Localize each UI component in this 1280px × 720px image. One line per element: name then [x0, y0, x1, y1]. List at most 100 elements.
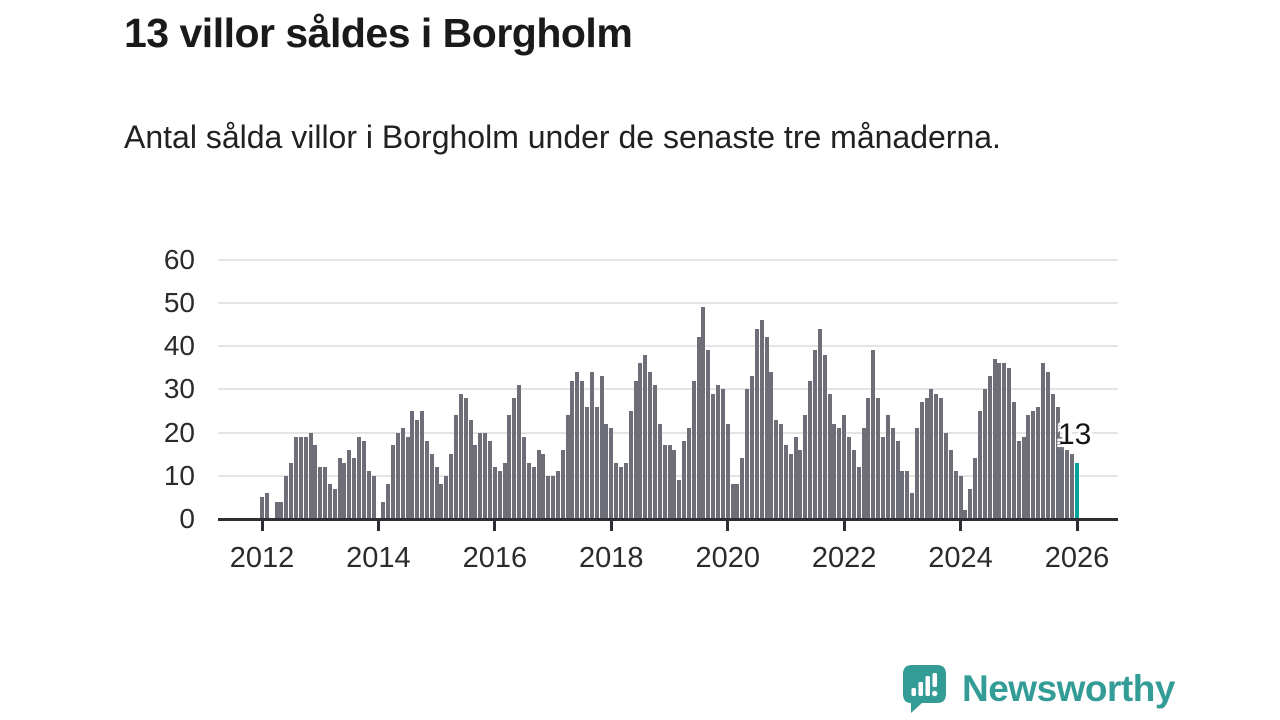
bar [279, 501, 284, 519]
bar [905, 471, 910, 519]
bar [885, 415, 890, 519]
bar [1016, 441, 1021, 519]
bar [531, 467, 536, 519]
bar [410, 410, 415, 519]
bar [813, 350, 818, 519]
bar [720, 389, 725, 519]
bar [1031, 410, 1036, 519]
bar [793, 436, 798, 519]
bar [260, 497, 264, 519]
bar [944, 432, 949, 519]
bar [948, 449, 953, 519]
bar [628, 410, 633, 519]
x-axis-tick [260, 520, 264, 531]
bar [958, 475, 963, 519]
bar [648, 371, 653, 519]
bar [454, 415, 459, 519]
bar [521, 436, 526, 519]
x-axis-line [218, 517, 1118, 521]
gridline-y40 [218, 345, 1118, 347]
bar [478, 432, 483, 519]
y-axis-label: 10 [163, 459, 195, 491]
bar [395, 432, 400, 519]
bar [900, 471, 905, 519]
bar [507, 415, 512, 519]
bar [313, 445, 318, 519]
bar [686, 428, 691, 519]
bar [1050, 393, 1055, 519]
bar [594, 406, 599, 519]
bar [439, 484, 444, 519]
bar [924, 397, 929, 519]
bar [677, 480, 682, 519]
bar [725, 423, 730, 519]
bar [429, 454, 434, 519]
bar [264, 493, 269, 519]
bar [774, 419, 779, 519]
bar [618, 467, 623, 519]
bar [667, 445, 672, 519]
bar [992, 358, 997, 519]
bar [298, 436, 303, 519]
bar [672, 449, 677, 519]
bar [623, 462, 628, 519]
bar [837, 428, 842, 519]
y-axis-label: 50 [163, 286, 195, 318]
bar [609, 428, 614, 519]
gridline-y20 [218, 431, 1118, 434]
bar [895, 441, 900, 519]
x-axis-label: 2026 [1044, 542, 1110, 574]
bar [817, 328, 822, 519]
bar [274, 501, 279, 519]
bar [361, 441, 366, 519]
bar [604, 423, 609, 519]
bar [332, 488, 337, 519]
bar [1011, 402, 1016, 519]
bar [337, 458, 342, 519]
bar [682, 441, 687, 519]
bar [497, 471, 502, 519]
x-axis-label: 2020 [695, 542, 760, 574]
bar [1055, 406, 1060, 519]
chart-subtitle: Antal sålda villor i Borgholm under de s… [124, 119, 1001, 155]
bar-highlighted [1075, 462, 1079, 519]
x-axis-tick [376, 520, 380, 531]
bar [803, 415, 808, 519]
bar [788, 454, 793, 519]
bar [706, 350, 711, 519]
bar [779, 423, 784, 519]
bar [982, 389, 987, 519]
bar [551, 475, 556, 519]
bar [1026, 415, 1031, 519]
gridline-y60 [218, 258, 1118, 261]
bar [808, 380, 813, 519]
bar [512, 397, 517, 519]
bar [764, 337, 769, 519]
bar [798, 449, 803, 519]
x-axis-label: 2012 [229, 542, 295, 574]
bar [434, 467, 439, 519]
bar [783, 445, 788, 519]
bar [585, 406, 590, 519]
bar [997, 363, 1002, 519]
bar [318, 467, 323, 519]
x-axis-label: 2014 [346, 542, 411, 574]
bar [463, 397, 468, 519]
bar [323, 467, 328, 519]
bar [420, 410, 425, 519]
bar [861, 428, 866, 519]
bar [580, 380, 585, 519]
speech-bubble-chart-icon [903, 665, 946, 713]
bar [502, 462, 507, 519]
bar [599, 376, 604, 519]
gridline-y50 [218, 301, 1118, 304]
bar [468, 419, 473, 519]
bar [934, 393, 939, 519]
bar [711, 393, 716, 519]
bar [735, 484, 740, 519]
bar [483, 432, 488, 519]
bar [769, 371, 774, 519]
bar [381, 501, 386, 519]
bar [876, 397, 881, 519]
